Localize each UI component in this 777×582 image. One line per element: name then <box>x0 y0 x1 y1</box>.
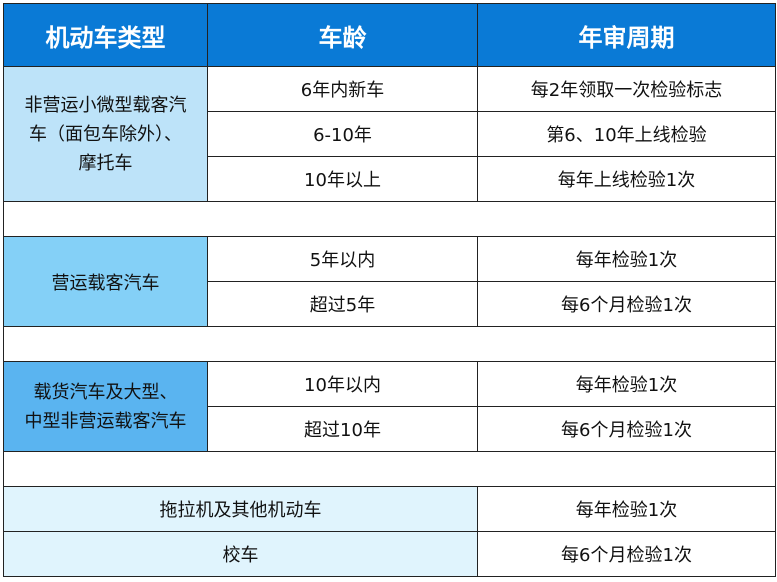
header-vehicle-type: 机动车类型 <box>3 3 208 67</box>
cycle-cell: 每年上线检验1次 <box>477 156 776 202</box>
vehicle-type-cell: 校车 <box>3 531 478 577</box>
table-row: 营运载客汽车 5年以内 每年检验1次 <box>3 236 776 327</box>
type-line: 摩托车 <box>78 152 133 174</box>
type-line: 中型非营运载客汽车 <box>24 410 187 432</box>
spacer-cell <box>3 451 776 487</box>
cycle-cell: 每6个月检验1次 <box>477 406 776 452</box>
vehicle-type-cell: 载货汽车及大型、 中型非营运载客汽车 <box>3 361 208 452</box>
type-line: 非营运小微型载客汽 <box>24 94 187 116</box>
spacer-cell <box>3 201 776 237</box>
table-row: 校车 每6个月检验1次 <box>3 531 776 577</box>
age-cell: 10年以内 <box>207 361 478 407</box>
cycle-cell: 每年检验1次 <box>477 486 776 532</box>
table-row: 超过10年 每6个月检验1次 <box>4 406 776 452</box>
table-row: 10年以上 每年上线检验1次 <box>4 156 776 202</box>
table-row: 拖拉机及其他机动车 每年检验1次 <box>3 486 776 532</box>
cycle-cell: 每6个月检验1次 <box>477 281 776 327</box>
header-vehicle-age: 车龄 <box>207 3 478 67</box>
vehicle-type-cell: 拖拉机及其他机动车 <box>3 486 478 532</box>
cycle-cell: 每年检验1次 <box>477 236 776 282</box>
inspection-cycle-table: 机动车类型 车龄 年审周期 非营运小微型载客汽 车（面包车除外）、 摩托车 6年… <box>3 3 776 577</box>
cycle-cell: 第6、10年上线检验 <box>477 111 776 157</box>
cycle-cell: 每2年领取一次检验标志 <box>477 66 776 112</box>
cycle-cell: 每年检验1次 <box>477 361 776 407</box>
age-cell: 6年内新车 <box>207 66 478 112</box>
type-line: 营运载客汽车 <box>51 272 160 294</box>
type-line: 车（面包车除外）、 <box>29 123 182 145</box>
table-row: 载货汽车及大型、 中型非营运载客汽车 10年以内 每年检验1次 <box>3 361 776 452</box>
age-cell: 10年以上 <box>207 156 478 202</box>
header-row: 机动车类型 车龄 年审周期 <box>3 3 776 67</box>
age-cell: 超过10年 <box>207 406 478 452</box>
cycle-cell: 每6个月检验1次 <box>477 531 776 577</box>
type-line: 载货汽车及大型、 <box>33 381 178 403</box>
table-row: 6-10年 第6、10年上线检验 <box>4 111 776 157</box>
table-row: 超过5年 每6个月检验1次 <box>4 281 776 327</box>
spacer-row <box>3 326 776 362</box>
spacer-row <box>3 201 776 237</box>
spacer-row <box>3 451 776 487</box>
table-row: 非营运小微型载客汽 车（面包车除外）、 摩托车 6年内新车 每2年领取一次检验标… <box>3 66 776 202</box>
header-inspection-cycle: 年审周期 <box>477 3 776 67</box>
vehicle-type-cell: 非营运小微型载客汽 车（面包车除外）、 摩托车 <box>3 66 208 202</box>
age-cell: 超过5年 <box>207 281 478 327</box>
vehicle-type-cell: 营运载客汽车 <box>3 236 208 327</box>
age-cell: 6-10年 <box>207 111 478 157</box>
spacer-cell <box>3 326 776 362</box>
age-cell: 5年以内 <box>207 236 478 282</box>
